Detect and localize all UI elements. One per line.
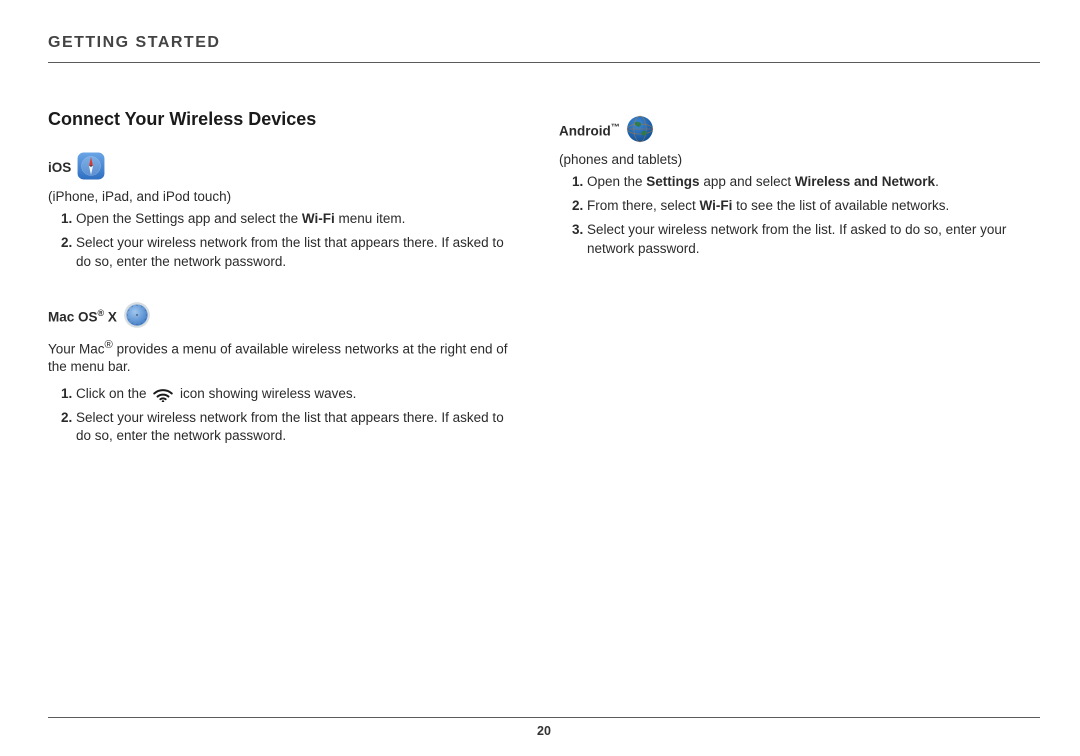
macos-heading: Mac OS® X — [48, 301, 151, 332]
footer: 20 — [48, 717, 1040, 738]
section-title: Connect Your Wireless Devices — [48, 109, 529, 130]
wifi-icon — [152, 386, 174, 403]
list-item: Select your wireless network from the li… — [587, 221, 1029, 259]
ios-subtitle: (iPhone, iPad, and iPod touch) — [48, 189, 529, 204]
compass-icon — [77, 152, 105, 183]
header-rule — [48, 62, 1040, 63]
left-column: Connect Your Wireless Devices iOS (iPhon… — [48, 109, 529, 451]
android-subtitle: (phones and tablets) — [559, 152, 1040, 167]
android-heading: Android™ — [559, 115, 654, 146]
safari-compass-icon — [123, 301, 151, 332]
ios-steps: Open the Settings app and select the Wi-… — [48, 210, 518, 272]
ios-label: iOS — [48, 160, 71, 175]
right-column: Android™ (phones and tablets) Open the S… — [559, 109, 1040, 451]
list-item: Select your wireless network from the li… — [76, 409, 518, 447]
list-item: Click on the icon showing wireless waves… — [76, 385, 518, 404]
macos-intro: Your Mac® provides a menu of available w… — [48, 338, 518, 377]
page-header: GETTING STARTED — [48, 34, 1040, 52]
footer-rule — [48, 717, 1040, 718]
content-columns: Connect Your Wireless Devices iOS (iPhon… — [48, 109, 1040, 451]
macos-steps: Click on the icon showing wireless waves… — [48, 385, 518, 447]
list-item: From there, select Wi-Fi to see the list… — [587, 197, 1029, 216]
globe-icon — [626, 115, 654, 146]
list-item: Select your wireless network from the li… — [76, 234, 518, 272]
android-label: Android™ — [559, 122, 620, 139]
page-number: 20 — [48, 724, 1040, 738]
list-item: Open the Settings app and select the Wi-… — [76, 210, 518, 229]
list-item: Open the Settings app and select Wireles… — [587, 173, 1029, 192]
macos-label: Mac OS® X — [48, 308, 117, 325]
android-steps: Open the Settings app and select Wireles… — [559, 173, 1029, 259]
ios-heading: iOS — [48, 152, 105, 183]
